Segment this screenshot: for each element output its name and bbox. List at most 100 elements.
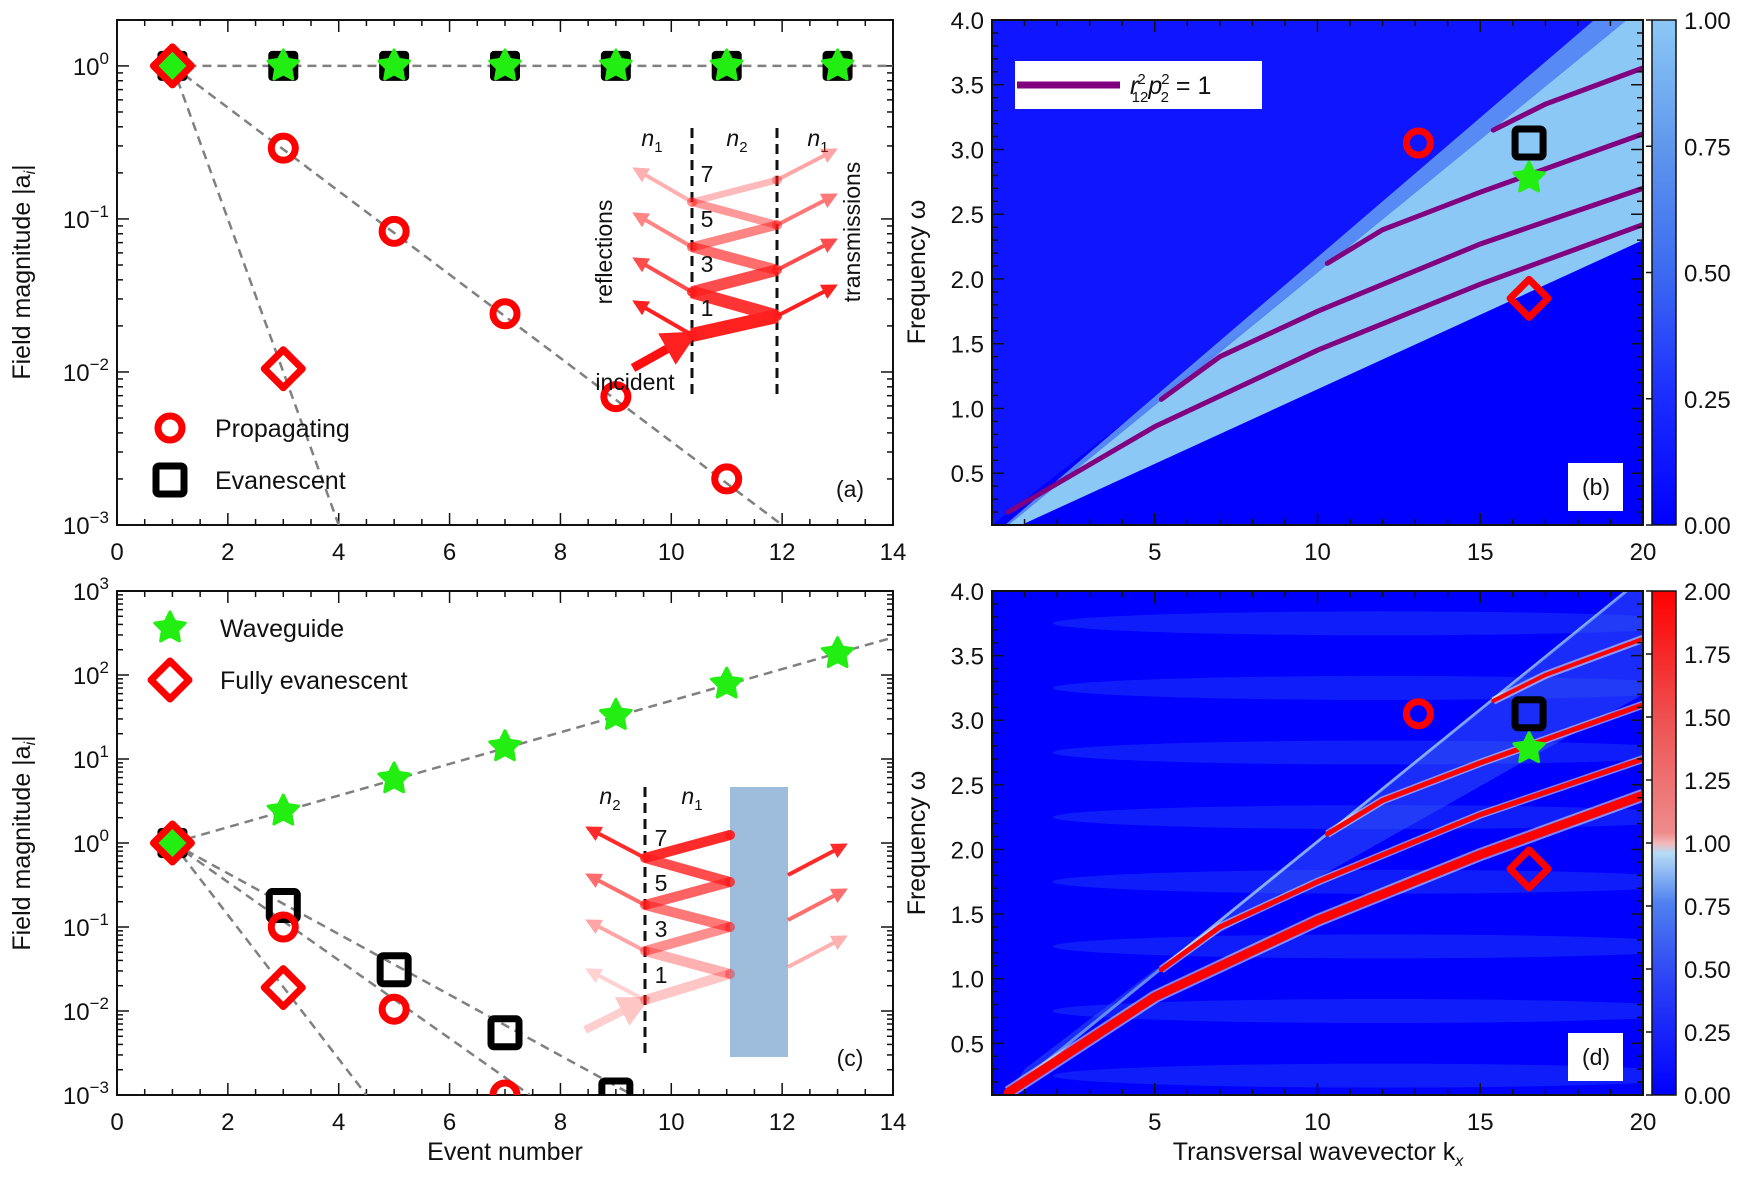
y-tick-label: 2.0	[951, 837, 984, 864]
x-tick-label: 2	[221, 1109, 234, 1136]
x-tick-label: 10	[1304, 1109, 1331, 1136]
colorbar-tick-label: 1.25	[1684, 768, 1731, 795]
x-tick-label: 0	[110, 1109, 123, 1136]
colorbar-tick-label: 0.75	[1684, 894, 1731, 921]
refractive-index-label: n2	[726, 125, 747, 156]
bounce-point	[687, 330, 697, 340]
star-marker	[377, 761, 411, 794]
heatmap-area	[992, 20, 1643, 525]
bounce-point	[687, 287, 697, 297]
y-tick-label: 1.5	[951, 332, 984, 359]
x-tick-label: 2	[221, 539, 234, 566]
xlabel-c: Event number	[427, 1138, 583, 1166]
star-marker	[599, 48, 633, 81]
ylabel-b: Frequency ω	[903, 200, 931, 345]
legend-marker-square	[152, 462, 188, 498]
heatmap-marker-square	[1511, 125, 1547, 161]
colorbar-tick-label: 0.25	[1684, 387, 1731, 414]
legend-label: Fully evanescent	[220, 667, 408, 695]
circle-marker	[489, 298, 521, 330]
x-tick-label: 5	[1148, 1109, 1161, 1136]
bounce-point	[772, 175, 782, 185]
x-tick-label: 10	[658, 539, 685, 566]
legend-marker-circle	[154, 412, 186, 444]
heatmap-marker-circle	[1402, 127, 1434, 159]
bounce-point	[687, 197, 697, 207]
diamond-marker	[149, 43, 195, 89]
dispersion-curve	[1158, 185, 1643, 402]
heatmap-marker-circle	[1402, 698, 1434, 730]
bounce-point	[640, 853, 650, 863]
star-marker	[266, 48, 300, 81]
diamond-marker	[149, 820, 195, 866]
resonance-band	[1158, 756, 1643, 973]
bounce-ray	[643, 853, 732, 887]
star-marker	[710, 48, 744, 81]
fit-line-fully-evanescent	[171, 842, 368, 1095]
fit-line-fully-evanescent	[171, 65, 340, 525]
y-tick-label: 10−2	[63, 355, 109, 387]
diamond-marker	[260, 346, 306, 392]
heatmap-background-band	[1052, 611, 1643, 636]
legend-label: Propagating	[215, 415, 350, 443]
x-tick-label: 14	[880, 539, 907, 566]
panel-label: (b)	[1582, 474, 1610, 500]
star-marker	[710, 666, 744, 699]
ylabel-a: Field magnitude |ai|	[8, 164, 39, 379]
y-tick-label: 1.0	[951, 967, 984, 994]
heatmap-background-band	[1052, 740, 1643, 765]
heatmap-marker-square	[1511, 696, 1547, 732]
x-tick-label: 14	[880, 1109, 907, 1136]
x-tick-label: 12	[769, 1109, 796, 1136]
bounce-point	[725, 877, 735, 887]
colorbar-tick-label: 1.00	[1684, 831, 1731, 858]
plot-area	[149, 43, 893, 525]
heatmap-marker-star	[1512, 731, 1546, 764]
refractive-index-label: n1	[681, 783, 702, 814]
refractive-index-label: n2	[599, 783, 620, 814]
bounce-ray	[643, 830, 732, 863]
y-tick-label: 3.5	[951, 73, 984, 100]
legend-label: Evanescent	[215, 467, 346, 495]
refractive-index-label: n1	[641, 125, 662, 156]
circle-marker	[378, 215, 410, 247]
star-marker	[266, 793, 300, 826]
x-tick-label: 15	[1467, 1109, 1494, 1136]
square-marker	[265, 888, 301, 924]
x-tick-label: 12	[769, 539, 796, 566]
reflections-label: reflections	[591, 200, 617, 305]
bounce-ray	[643, 877, 732, 910]
incident-label: incident	[595, 369, 675, 395]
x-tick-label: 6	[443, 539, 456, 566]
heatmap-background-band	[1052, 1063, 1643, 1088]
star-marker	[377, 48, 411, 81]
bounce-ray	[690, 264, 779, 298]
y-tick-label: 102	[73, 658, 109, 690]
light-line	[1004, 591, 1628, 1095]
circle-marker	[600, 381, 632, 413]
y-tick-label: 4.0	[951, 8, 984, 35]
y-tick-label: 4.0	[951, 579, 984, 606]
y-tick-label: 3.0	[951, 137, 984, 164]
x-tick-label: 20	[1630, 1109, 1657, 1136]
x-tick-label: 4	[332, 1109, 345, 1136]
reflected-ray	[585, 873, 646, 907]
y-tick-label: 103	[73, 574, 109, 606]
dispersion-curve	[1324, 131, 1643, 266]
y-tick-label: 100	[73, 49, 109, 81]
heatmap-marker-star	[1512, 160, 1546, 193]
y-tick-label: 10−3	[63, 508, 109, 540]
square-marker	[598, 1077, 634, 1095]
event-number-label: 3	[701, 251, 714, 277]
circle-marker	[378, 993, 410, 1025]
reflected-ray	[632, 212, 694, 249]
y-tick-label: 2.5	[951, 773, 984, 800]
heatmap-light-cone-wedge	[1008, 20, 1643, 525]
y-tick-label: 0.5	[951, 1031, 984, 1058]
star-marker	[820, 636, 855, 668]
heatmap-background-band	[1052, 999, 1643, 1023]
star-marker	[488, 48, 522, 81]
dispersion-curve	[1490, 65, 1643, 133]
y-tick-label: 10−2	[63, 994, 109, 1026]
